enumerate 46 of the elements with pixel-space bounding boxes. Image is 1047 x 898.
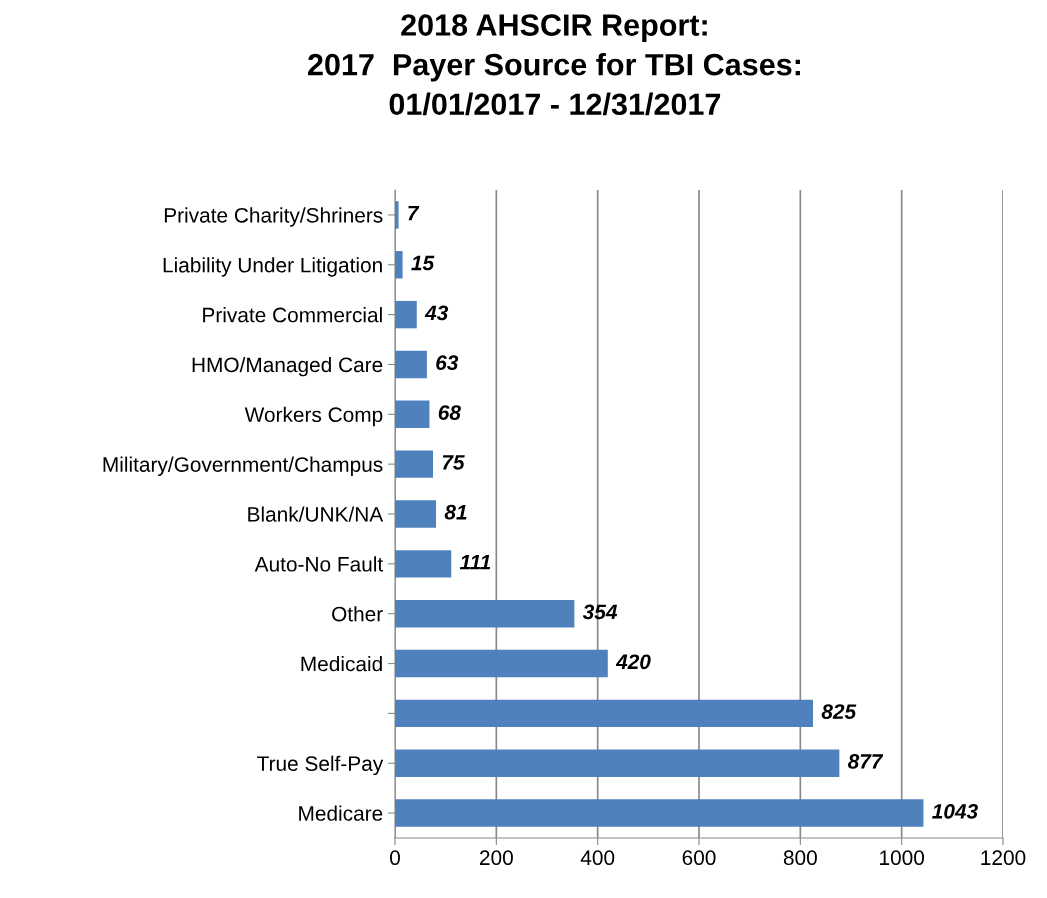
y-tick-label: Auto-No Fault: [254, 556, 384, 572]
x-tick-label: 1000: [880, 850, 925, 866]
y-tick-label: True Self-Pay: [257, 755, 384, 776]
chart-title: 2018 AHSCIR Report: 2017 Payer Source for TBI Cases: 01/01/2017 - 12/31/2017: [308, 14, 800, 116]
bar: [395, 550, 452, 578]
y-tick-label: HMO/Managed Care: [192, 356, 383, 377]
y-tick-label: Other: [332, 606, 383, 622]
bar: [395, 300, 417, 329]
data-label: 877: [847, 754, 884, 769]
data-label: 68: [438, 405, 461, 420]
y-tick-label: Private Charity/Shriners: [164, 207, 383, 227]
bar: [395, 500, 437, 528]
y-tick-label: Private Commercial: [203, 307, 382, 323]
data-label: 1043: [932, 803, 978, 819]
bar: [395, 350, 427, 379]
bar: [395, 649, 608, 678]
bar: [395, 799, 924, 827]
bar: [395, 201, 399, 229]
data-label: 81: [444, 504, 467, 520]
y-tick-label: Medicare: [299, 805, 383, 821]
data-label: 825: [821, 704, 857, 719]
data-label: 7: [408, 205, 420, 221]
bar: [395, 450, 433, 478]
bar: [395, 699, 813, 728]
bar: [395, 749, 840, 777]
data-label: 111: [459, 554, 491, 570]
y-tick-label: Military/Government/Champus: [103, 456, 383, 477]
data-label: 15: [411, 255, 435, 271]
x-tick-label: 400: [580, 850, 615, 866]
x-tick-label: 1200: [981, 850, 1026, 866]
bar: [395, 251, 403, 279]
data-label: 354: [582, 604, 618, 620]
x-tick-label: 600: [682, 850, 716, 866]
bar: [395, 400, 430, 429]
y-tick-label: Liability Under Litigation: [163, 257, 382, 277]
data-label: 75: [442, 455, 465, 470]
x-tick-label: 200: [480, 850, 513, 866]
y-tick-label: Medicaid: [301, 655, 382, 672]
y-tick-label: Workers Comp: [244, 406, 383, 427]
data-label: 63: [436, 355, 459, 371]
x-tick-label: 0: [390, 850, 400, 866]
x-tick-label: 800: [783, 850, 817, 866]
bar: [395, 599, 575, 628]
data-label: 420: [615, 654, 651, 670]
data-label: 43: [424, 305, 449, 321]
y-tick-label: Blank/UNK/NA: [248, 506, 384, 522]
